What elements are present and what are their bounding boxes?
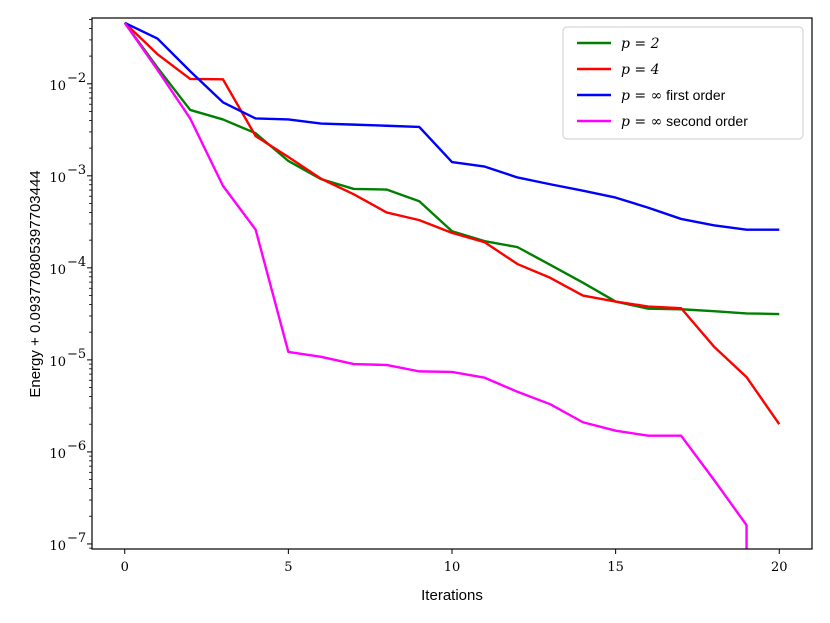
y-axis: 10−210−310−410−510−610−7	[49, 19, 92, 554]
legend-label: p = 4	[621, 62, 660, 78]
series-line-4	[123, 22, 748, 549]
series-line-1	[123, 22, 780, 316]
x-tick-label: 15	[607, 560, 624, 575]
x-axis: 0 5 10 15 20	[121, 549, 788, 575]
legend-label: p = ∞ second order	[621, 113, 748, 130]
y-tick-exponent: −3	[67, 163, 86, 178]
legend-label: p = 2	[621, 36, 660, 52]
x-tick-label: 5	[284, 560, 292, 575]
legend: p = 2 p = 4 p = ∞ first order p = ∞ second …	[562, 26, 804, 140]
y-tick-label: 10	[49, 539, 66, 554]
x-tick-label: 10	[444, 560, 461, 575]
y-tick-label: 10	[49, 171, 66, 186]
legend-box	[562, 26, 804, 140]
y-tick-exponent: −5	[67, 347, 86, 362]
series-layer	[123, 21, 781, 549]
x-tick-label: 0	[121, 560, 129, 575]
x-tick-label: 20	[771, 560, 788, 575]
y-tick-label: 10	[49, 79, 66, 94]
x-axis-label: Iterations	[421, 587, 483, 604]
y-tick-label: 10	[49, 263, 66, 278]
legend-label: p = ∞ first order	[621, 87, 726, 104]
y-tick-exponent: −4	[67, 255, 86, 270]
y-tick-label: 10	[49, 447, 66, 462]
series-line-2	[123, 21, 781, 425]
y-tick-exponent: −7	[67, 531, 86, 546]
y-axis-label: Energy + 0.093770805397703444	[27, 170, 44, 397]
y-tick-exponent: −6	[67, 439, 86, 454]
y-tick-exponent: −2	[67, 71, 86, 86]
series-line-3	[124, 21, 780, 231]
y-tick-label: 10	[49, 355, 66, 370]
